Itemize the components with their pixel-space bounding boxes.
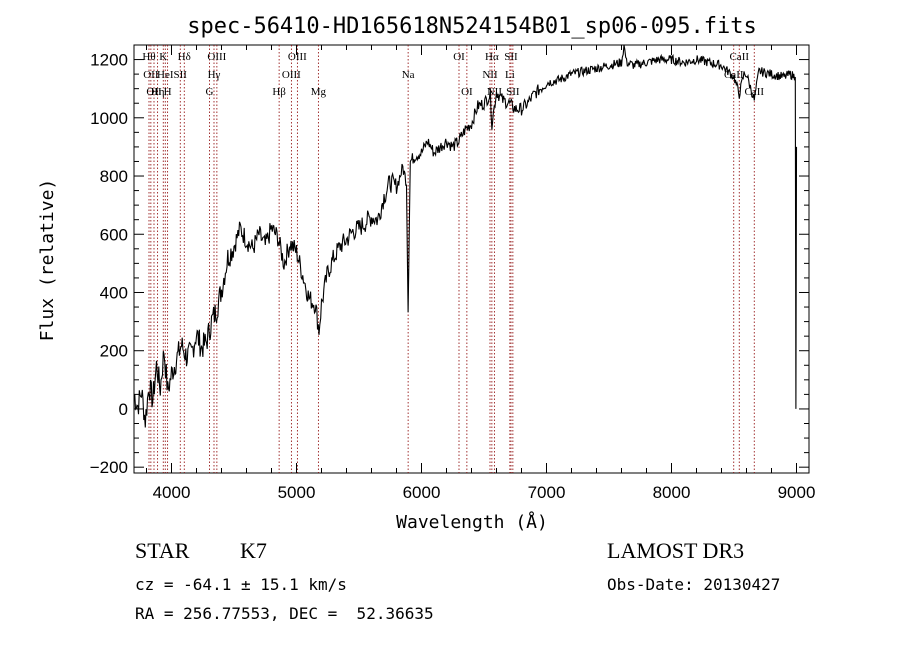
line-label: Hη bbox=[151, 86, 165, 98]
y-tick-label: 0 bbox=[119, 400, 128, 419]
line-label: HeI bbox=[157, 69, 174, 81]
line-label: Hβ bbox=[272, 86, 286, 98]
line-label: OIII bbox=[282, 69, 301, 81]
x-tick-label: 9000 bbox=[778, 483, 816, 502]
line-label: Hδ bbox=[178, 51, 191, 63]
line-label: OIII bbox=[207, 51, 226, 63]
line-label: SII bbox=[174, 69, 188, 81]
chart-title: spec-56410-HD165618N524154B01_sp06-095.f… bbox=[187, 14, 757, 39]
line-label: SII bbox=[506, 86, 520, 98]
x-tick-label: 4000 bbox=[153, 483, 191, 502]
y-tick-label: −200 bbox=[90, 458, 128, 477]
line-label: OIII bbox=[288, 51, 307, 63]
y-tick-label: 600 bbox=[100, 225, 128, 244]
line-label: OI bbox=[461, 86, 473, 98]
line-label: CaII bbox=[744, 86, 764, 98]
y-tick-label: 1200 bbox=[90, 51, 128, 70]
y-tick-label: 400 bbox=[100, 283, 128, 302]
x-tick-label: 6000 bbox=[403, 483, 441, 502]
x-tick-label: 8000 bbox=[653, 483, 691, 502]
y-axis-label: Flux (relative) bbox=[37, 179, 58, 342]
y-tick-label: 1000 bbox=[90, 109, 128, 128]
redshift-readout: cz = -64.1 ± 15.1 km/s bbox=[135, 575, 347, 594]
line-label: Li bbox=[505, 69, 515, 81]
x-tick-label: 5000 bbox=[278, 483, 316, 502]
line-label: SII bbox=[504, 51, 518, 63]
line-label: CaII bbox=[729, 51, 749, 63]
line-label: Hγ bbox=[208, 69, 221, 81]
x-tick-label: 7000 bbox=[528, 483, 566, 502]
spectral-line-markers bbox=[148, 45, 755, 473]
line-label: OII bbox=[146, 86, 162, 98]
plot-frame bbox=[133, 44, 810, 474]
y-tick-label: 800 bbox=[100, 167, 128, 186]
axis-ticks: 4000 5000 6000 7000 8000 9000 −200 0 200 400 600 80… bbox=[90, 45, 816, 502]
line-label: K bbox=[159, 51, 167, 63]
line-label: NII bbox=[482, 69, 498, 81]
line-label: CaII bbox=[724, 69, 744, 81]
line-label: OI bbox=[453, 51, 465, 63]
line-label: OII bbox=[143, 69, 159, 81]
line-label: G bbox=[206, 86, 214, 98]
line-label: Na bbox=[402, 69, 415, 81]
obs-date: Obs-Date: 20130427 bbox=[607, 575, 781, 594]
spectral-subclass: K7 bbox=[240, 538, 267, 563]
object-class: STAR bbox=[135, 538, 190, 563]
axes bbox=[133, 44, 810, 474]
line-label: H bbox=[164, 86, 172, 98]
coordinates: RA = 256.77553, DEC = 52.36635 bbox=[135, 604, 434, 623]
line-label: Hθ bbox=[142, 51, 155, 63]
x-axis-label: Wavelength (Å) bbox=[396, 511, 548, 533]
survey-name: LAMOST DR3 bbox=[607, 538, 745, 563]
y-tick-label: 200 bbox=[100, 342, 128, 361]
line-label: Hα bbox=[485, 51, 499, 63]
line-label: Mg bbox=[311, 86, 327, 98]
flux-series-line bbox=[133, 44, 798, 428]
